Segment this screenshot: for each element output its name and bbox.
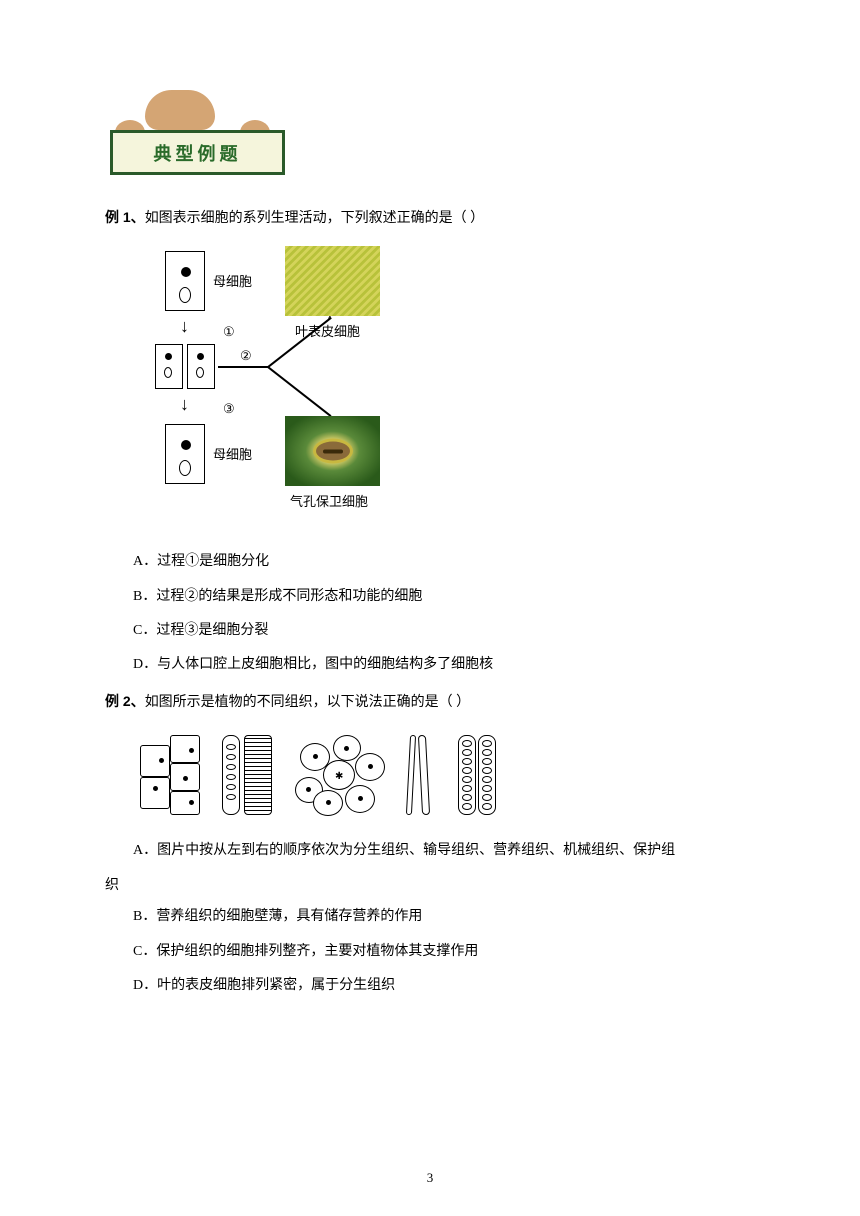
header-banner: 典型例题 xyxy=(105,90,305,180)
cell-vacuole xyxy=(196,367,204,378)
step-number-2: ② xyxy=(240,348,252,364)
title-board-text: 典型例题 xyxy=(154,140,242,166)
leaf-epidermis-photo xyxy=(285,246,380,316)
tissue-type-4 xyxy=(408,735,443,820)
question1-option-c: C．过程③是细胞分裂 xyxy=(133,620,755,642)
cell-nucleus-dot xyxy=(197,353,204,360)
step-number-3: ③ xyxy=(223,401,235,417)
mother-cell-bottom xyxy=(165,424,205,484)
mother-cell-top xyxy=(165,251,205,311)
label-mother-bottom: 母细胞 xyxy=(213,444,252,463)
label-stomata: 气孔保卫细胞 xyxy=(290,491,368,510)
question2-option-a-line2: 织 xyxy=(105,874,755,894)
fork-line-down xyxy=(268,366,332,416)
cell-vacuole xyxy=(179,460,191,476)
question2-option-b: B．营养组织的细胞壁薄，具有储存营养的作用 xyxy=(133,906,755,928)
tissue-type-5 xyxy=(458,735,503,820)
step-number-1: ① xyxy=(223,324,235,340)
cell-nucleus-dot xyxy=(181,440,191,450)
question1-option-b: B．过程②的结果是形成不同形态和功能的细胞 xyxy=(133,586,755,608)
question2-diagram: ✱ xyxy=(140,730,550,825)
question2-prefix: 例 2、 xyxy=(105,693,145,709)
question1-diagram: 母细胞 ↓ ① ↓ ③ 母细胞 ② › › 叶表皮细胞 xyxy=(145,246,755,536)
question2-option-a-line1: A．图片中按从左到右的顺序依次为分生组织、输导组织、营养组织、机械组织、保护组 xyxy=(133,840,755,862)
label-leaf-epidermis: 叶表皮细胞 xyxy=(295,321,360,340)
question1-option-d: D．与人体口腔上皮细胞相比，图中的细胞结构多了细胞核 xyxy=(133,654,755,676)
tissue-type-3: ✱ xyxy=(295,735,390,820)
cell-vacuole xyxy=(164,367,172,378)
question1-prefix: 例 1、 xyxy=(105,209,145,225)
stomata-photo xyxy=(285,416,380,486)
cartoon-character-head xyxy=(145,90,215,130)
arrow-line-2 xyxy=(218,366,268,368)
page-number: 3 xyxy=(427,1170,434,1186)
label-mother-top: 母细胞 xyxy=(213,271,252,290)
cell-vacuole xyxy=(179,287,191,303)
question2-stem: 例 2、如图所示是植物的不同组织，以下说法正确的是（ ） xyxy=(105,689,755,715)
title-board: 典型例题 xyxy=(110,130,285,175)
question1-text: 如图表示细胞的系列生理活动，下列叙述正确的是（ ） xyxy=(145,211,485,226)
question1-option-a: A．过程①是细胞分化 xyxy=(133,551,755,573)
tissue-type-2 xyxy=(222,735,277,820)
cell-nucleus-dot xyxy=(165,353,172,360)
daughter-cell-right xyxy=(187,344,215,389)
question2-option-c: C．保护组织的细胞排列整齐，主要对植物体其支撑作用 xyxy=(133,941,755,963)
daughter-cell-left xyxy=(155,344,183,389)
arrow-down-3: ↓ xyxy=(180,394,189,415)
question1-stem: 例 1、如图表示细胞的系列生理活动，下列叙述正确的是（ ） xyxy=(105,205,755,231)
question2-option-d: D．叶的表皮细胞排列紧密，属于分生组织 xyxy=(133,975,755,997)
tissue-type-1 xyxy=(140,735,210,820)
arrow-down-1: ↓ xyxy=(180,316,189,337)
question2-text: 如图所示是植物的不同组织，以下说法正确的是（ ） xyxy=(145,695,471,710)
stomata-shape xyxy=(313,439,353,464)
cell-nucleus-dot xyxy=(181,267,191,277)
